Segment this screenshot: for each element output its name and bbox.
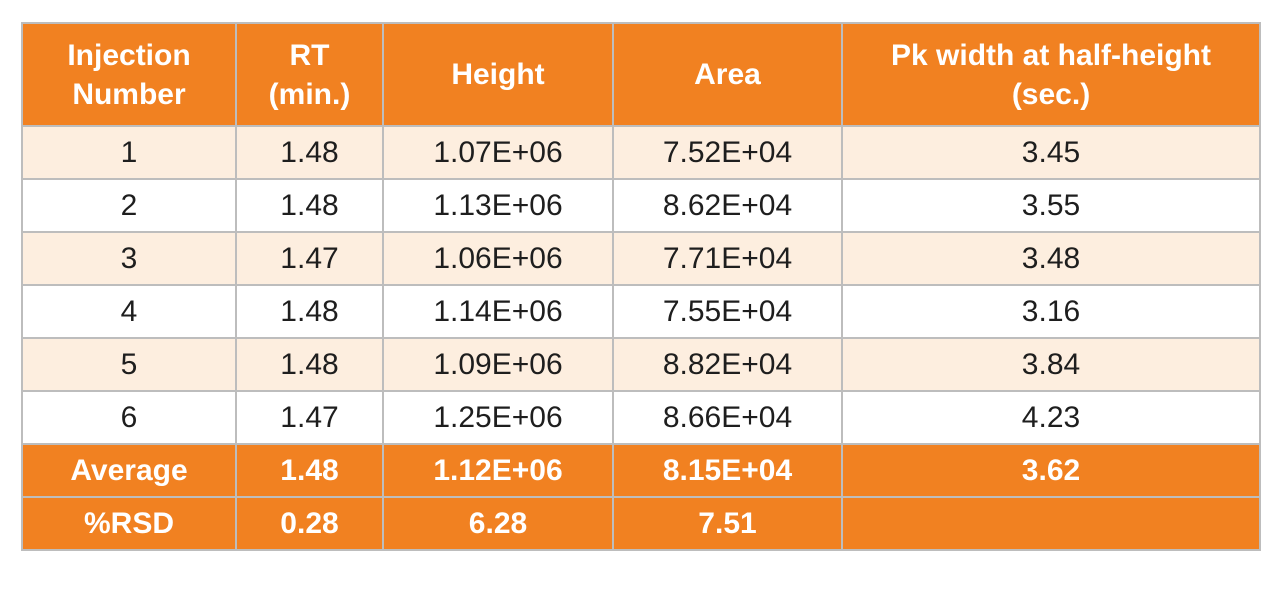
cell-rt: 1.48 <box>235 125 384 180</box>
cell-height: 1.09E+06 <box>382 337 614 392</box>
cell-height: 1.13E+06 <box>382 178 614 233</box>
cell-summary-label: %RSD <box>21 496 237 551</box>
table-header-row: Injection Number RT (min.) Height Area P… <box>21 22 1261 127</box>
table-row: 3 1.47 1.06E+06 7.71E+04 3.48 <box>21 231 1261 286</box>
header-pk-width: Pk width at half-height (sec.) <box>841 22 1261 127</box>
cell-injection: 5 <box>21 337 237 392</box>
cell-rt: 1.47 <box>235 231 384 286</box>
cell-area: 8.15E+04 <box>612 443 843 498</box>
cell-height: 1.25E+06 <box>382 390 614 445</box>
cell-pk-width: 3.55 <box>841 178 1261 233</box>
rsd-row: %RSD 0.28 6.28 7.51 <box>21 496 1261 551</box>
cell-injection: 4 <box>21 284 237 339</box>
cell-area: 8.82E+04 <box>612 337 843 392</box>
cell-pk-width: 3.62 <box>841 443 1261 498</box>
cell-injection: 1 <box>21 125 237 180</box>
table-row: 4 1.48 1.14E+06 7.55E+04 3.16 <box>21 284 1261 339</box>
cell-injection: 3 <box>21 231 237 286</box>
average-row: Average 1.48 1.12E+06 8.15E+04 3.62 <box>21 443 1261 498</box>
cell-area: 7.55E+04 <box>612 284 843 339</box>
cell-rt: 1.48 <box>235 443 384 498</box>
cell-area: 7.71E+04 <box>612 231 843 286</box>
cell-pk-width: 3.48 <box>841 231 1261 286</box>
injection-results-table: Injection Number RT (min.) Height Area P… <box>21 22 1261 551</box>
table-row: 5 1.48 1.09E+06 8.82E+04 3.84 <box>21 337 1261 392</box>
cell-area: 8.62E+04 <box>612 178 843 233</box>
cell-rt: 0.28 <box>235 496 384 551</box>
cell-height: 1.06E+06 <box>382 231 614 286</box>
cell-height: 1.07E+06 <box>382 125 614 180</box>
cell-area: 7.51 <box>612 496 843 551</box>
header-injection-number: Injection Number <box>21 22 237 127</box>
cell-height: 1.12E+06 <box>382 443 614 498</box>
cell-area: 7.52E+04 <box>612 125 843 180</box>
cell-pk-width: 4.23 <box>841 390 1261 445</box>
cell-pk-width: 3.16 <box>841 284 1261 339</box>
cell-rt: 1.48 <box>235 284 384 339</box>
table-row: 2 1.48 1.13E+06 8.62E+04 3.55 <box>21 178 1261 233</box>
cell-rt: 1.48 <box>235 337 384 392</box>
cell-rt: 1.48 <box>235 178 384 233</box>
cell-pk-width: 3.84 <box>841 337 1261 392</box>
header-area: Area <box>612 22 843 127</box>
cell-pk-width <box>841 496 1261 551</box>
cell-area: 8.66E+04 <box>612 390 843 445</box>
header-height: Height <box>382 22 614 127</box>
cell-summary-label: Average <box>21 443 237 498</box>
cell-rt: 1.47 <box>235 390 384 445</box>
cell-injection: 6 <box>21 390 237 445</box>
cell-injection: 2 <box>21 178 237 233</box>
table-row: 6 1.47 1.25E+06 8.66E+04 4.23 <box>21 390 1261 445</box>
cell-height: 1.14E+06 <box>382 284 614 339</box>
cell-pk-width: 3.45 <box>841 125 1261 180</box>
header-rt: RT (min.) <box>235 22 384 127</box>
table-row: 1 1.48 1.07E+06 7.52E+04 3.45 <box>21 125 1261 180</box>
cell-height: 6.28 <box>382 496 614 551</box>
